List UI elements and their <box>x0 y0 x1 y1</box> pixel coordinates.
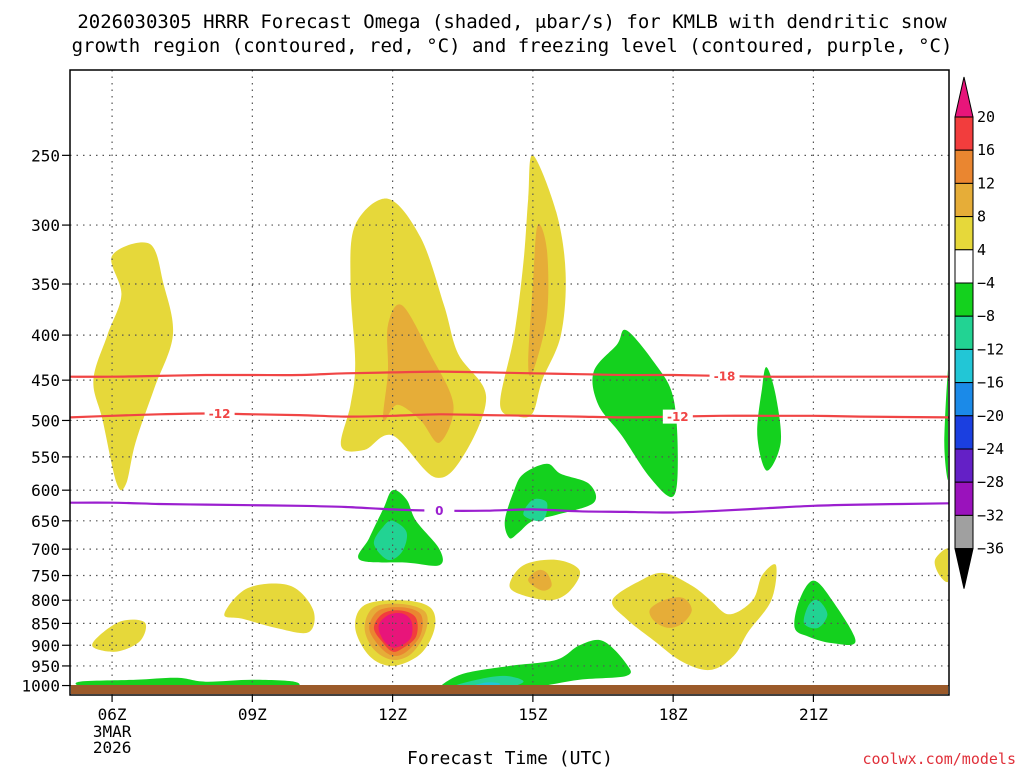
dotted-grid <box>70 70 949 695</box>
colorbar-swatch-top <box>954 76 974 118</box>
y-tick-label-350: 350 <box>31 275 60 294</box>
contour-lines: -12 -12 -18 0 <box>69 368 950 518</box>
colorbar-label-5: −4 <box>977 274 995 292</box>
plot-frame <box>69 69 950 696</box>
colorbar-label-8: −16 <box>977 374 1004 392</box>
omega-region-13 <box>378 612 413 648</box>
y-tick-label-1000: 1000 <box>21 677 60 696</box>
chart-title-line-2: growth region (contoured, red, °C) and f… <box>72 35 953 57</box>
colorbar-label-13: −36 <box>977 540 1004 558</box>
y-axis-pressure: 250 300 350 400 450 500 550 600 650 700 750 800 850 9… <box>21 146 70 696</box>
contour-label-bg-dgz-minus12-0 <box>204 406 235 421</box>
omega-region-19 <box>504 463 597 539</box>
contour-freezing-level <box>69 501 950 514</box>
colorbar-label-10: −24 <box>977 440 1004 458</box>
y-tick-label-800: 800 <box>31 591 60 610</box>
colorbar-swatch-13 <box>954 514 974 550</box>
omega-region-0 <box>93 242 174 491</box>
contour-label-bg-dgz-minus12-1 <box>662 409 693 424</box>
contour-label-bg-freezing-level-0 <box>424 503 455 518</box>
contour-label-freezing-level-0: 0 <box>435 504 443 518</box>
x-tick-label-06Z: 06Z <box>98 705 127 724</box>
omega-region-25 <box>944 369 948 481</box>
colorbar-label-9: −20 <box>977 407 1004 425</box>
colorbar-swatch-4 <box>954 216 974 251</box>
x-tick-label-09Z: 09Z <box>238 705 267 724</box>
colorbar-swatch-3 <box>954 182 974 218</box>
chart-title-line-1: 2026030305 HRRR Forecast Omega (shaded, … <box>77 11 947 33</box>
contour-dgz-minus18 <box>69 370 949 378</box>
colorbar-swatch-2 <box>954 149 974 184</box>
omega-region-15 <box>649 597 692 628</box>
omega-region-1 <box>92 619 147 652</box>
colorbar-legend: 20 16 12 8 4 −4 −8 −12 −16 −20 −24 −28 −32 −36 <box>954 76 1004 589</box>
colorbar-swatch-10 <box>954 415 974 450</box>
x-tick-label-15Z: 15Z <box>518 705 547 724</box>
colorbar-swatch-12 <box>954 481 974 516</box>
omega-region-2 <box>224 583 315 634</box>
x-tick-label-12Z: 12Z <box>378 705 407 724</box>
omega-region-21 <box>592 329 678 498</box>
colorbar-label-4: 4 <box>977 241 986 259</box>
y-tick-label-650: 650 <box>31 512 60 531</box>
colorbar-swatch-7 <box>954 315 974 350</box>
x-tick-label-21Z: 21Z <box>799 705 828 724</box>
colorbar-label-1: 16 <box>977 141 995 159</box>
colorbar-label-11: −28 <box>977 473 1004 491</box>
contour-label-dgz-minus12-1: -12 <box>667 410 689 424</box>
surface-ground-bar <box>71 685 948 694</box>
colorbar-label-7: −12 <box>977 340 1004 358</box>
colorbar-swatch-5 <box>954 249 974 284</box>
omega-region-22 <box>757 367 782 471</box>
y-tick-label-250: 250 <box>31 146 60 165</box>
plot-area: -12 -12 -18 0 <box>69 69 950 696</box>
colorbar-swatch-bottom <box>954 548 974 589</box>
omega-region-14 <box>612 564 777 671</box>
colorbar-swatch-11 <box>954 448 974 483</box>
y-tick-label-850: 850 <box>31 614 60 633</box>
y-tick-label-450: 450 <box>31 371 60 390</box>
x-axis-label: Forecast Time (UTC) <box>407 748 613 768</box>
colorbar-label-2: 12 <box>977 174 995 192</box>
x-tick-label-18Z: 18Z <box>659 705 688 724</box>
colorbar-label-12: −32 <box>977 506 1004 524</box>
colorbar-swatch-8 <box>954 348 974 384</box>
colorbar-label-6: −8 <box>977 307 995 325</box>
omega-region-4 <box>383 304 454 443</box>
y-tick-label-400: 400 <box>31 326 60 345</box>
x-tick-sublabel-0: 3MAR <box>93 722 132 741</box>
y-tick-label-700: 700 <box>31 540 60 559</box>
y-tick-label-750: 750 <box>31 567 60 586</box>
colorbar-swatch-6 <box>954 282 974 317</box>
omega-region-6 <box>528 223 549 377</box>
omega-region-24 <box>803 599 828 629</box>
y-tick-label-950: 950 <box>31 657 60 676</box>
y-tick-label-500: 500 <box>31 411 60 430</box>
contour-label-dgz-minus18-0: -18 <box>714 369 736 383</box>
y-tick-label-600: 600 <box>31 481 60 500</box>
credit-link[interactable]: coolwx.com/models <box>862 750 1016 768</box>
contour-label-dgz-minus12-0: -12 <box>209 407 231 421</box>
y-tick-label-300: 300 <box>31 216 60 235</box>
colorbar-label-3: 8 <box>977 208 986 226</box>
colorbar-swatch-1 <box>954 116 974 151</box>
colorbar-swatch-9 <box>954 382 974 417</box>
y-tick-label-550: 550 <box>31 448 60 467</box>
omega-region-16 <box>934 548 948 583</box>
omega-shading <box>75 155 948 692</box>
x-tick-sublabel-1: 2026 <box>93 738 132 757</box>
omega-region-18 <box>373 520 408 561</box>
contour-label-bg-dgz-minus18-0 <box>709 368 740 383</box>
colorbar-label-0: 20 <box>977 108 995 126</box>
y-tick-label-900: 900 <box>31 636 60 655</box>
